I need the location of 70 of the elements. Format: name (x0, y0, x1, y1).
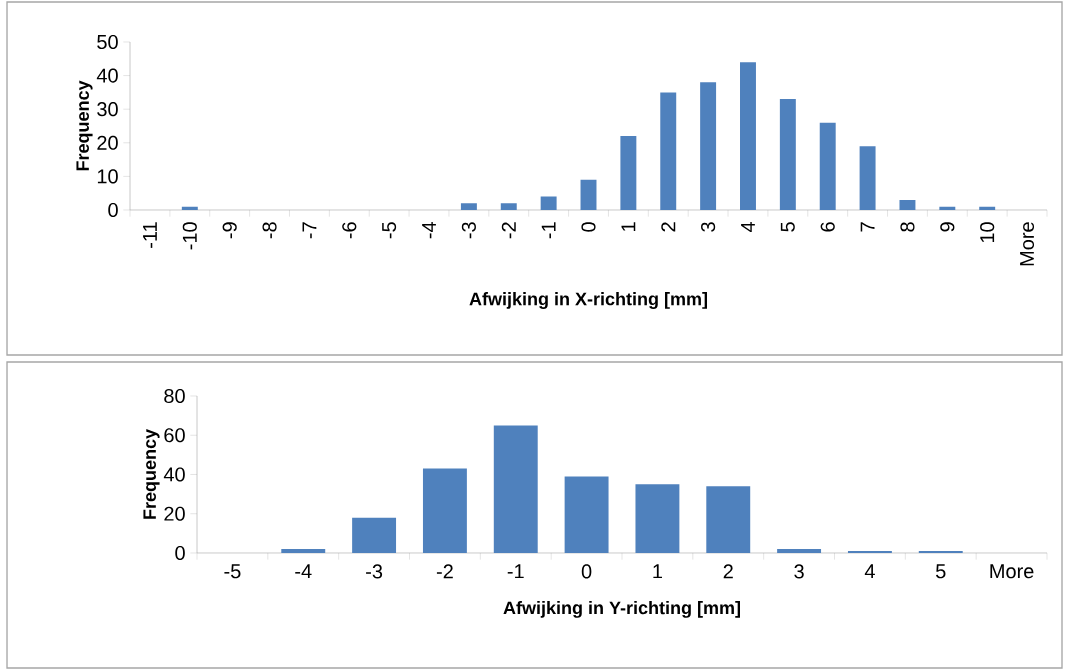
x-tick-label: -4 (295, 564, 312, 579)
y-tick-label: 60 (164, 428, 185, 443)
bar (620, 136, 637, 210)
x-tick-label: -4 (422, 221, 436, 239)
x-tick-label: -11 (143, 222, 157, 248)
bar (740, 62, 756, 210)
bar (706, 486, 751, 553)
x-axis-title: Afwijking in X-richting [mm] (469, 292, 707, 309)
x-tick-label: -1 (507, 564, 524, 579)
y-tick-label: 50 (97, 34, 118, 50)
y-tick-label: 80 (164, 388, 185, 404)
bar (564, 476, 609, 553)
x-tick-label: 2 (661, 222, 676, 232)
x-tick-label: 6 (820, 222, 835, 232)
bar (899, 199, 916, 210)
x-tick-label: 1 (653, 564, 662, 579)
x-tick-label: -2 (436, 564, 453, 579)
bar (660, 92, 677, 210)
x-tick-label: 0 (581, 222, 596, 232)
x-tick-label: 2 (723, 564, 733, 579)
x-tick-label: 9 (940, 222, 955, 232)
bar (635, 484, 680, 553)
bar (352, 517, 397, 553)
y-tick-label: 20 (164, 506, 185, 521)
bar (460, 203, 477, 210)
x-tick-label: -2 (501, 222, 516, 239)
x-tick-label: -9 (222, 222, 237, 239)
x-tick-label: 7 (860, 222, 875, 232)
x-tick-label: 1 (621, 222, 636, 231)
x-tick-label: 0 (581, 564, 592, 579)
x-tick-label: 10 (980, 222, 995, 243)
x-tick-label: 5 (935, 564, 946, 579)
bar (819, 122, 836, 210)
y-tick-label: 10 (97, 169, 118, 184)
x-tick-label: -8 (262, 222, 277, 239)
x-tick-label: 8 (900, 222, 915, 232)
x-axis-title: Afwijking in Y-richting [mm] (503, 601, 740, 618)
x-tick-label: 3 (701, 222, 716, 232)
x-tick-label: -7 (302, 222, 317, 239)
bar (422, 468, 467, 553)
x-tick-label: -6 (342, 222, 357, 239)
y-tick-label: 40 (96, 68, 118, 83)
bar (580, 179, 597, 210)
x-tick-label: More (990, 564, 1034, 579)
x-tick-label: 4 (864, 564, 875, 579)
x-tick-label: -5 (224, 564, 241, 579)
y-tick-label: 0 (175, 545, 185, 561)
bar (540, 196, 557, 210)
x-tick-label: -5 (382, 222, 397, 239)
y-tick-label: 40 (163, 467, 185, 482)
bar (777, 549, 822, 553)
x-tick-label: -3 (366, 564, 383, 579)
x-tick-label: 3 (794, 564, 804, 579)
x-tick-label: -1 (541, 222, 556, 239)
bar (859, 146, 876, 210)
y-axis-title: Frequency (76, 80, 93, 171)
bar (500, 203, 517, 210)
y-axis-title: Frequency (143, 429, 160, 519)
x-tick-label: -10 (182, 222, 197, 250)
y-tick-label: 0 (108, 202, 118, 218)
bar (281, 549, 326, 553)
bar (493, 425, 538, 553)
x-tick-label: 5 (780, 222, 795, 232)
x-tick-label: More (1020, 222, 1035, 266)
bar (700, 82, 717, 210)
bar (779, 99, 796, 210)
x-tick-label: -3 (461, 222, 476, 239)
x-tick-label: 4 (741, 221, 755, 233)
y-tick-label: 30 (97, 102, 118, 117)
y-tick-label: 20 (97, 135, 118, 150)
